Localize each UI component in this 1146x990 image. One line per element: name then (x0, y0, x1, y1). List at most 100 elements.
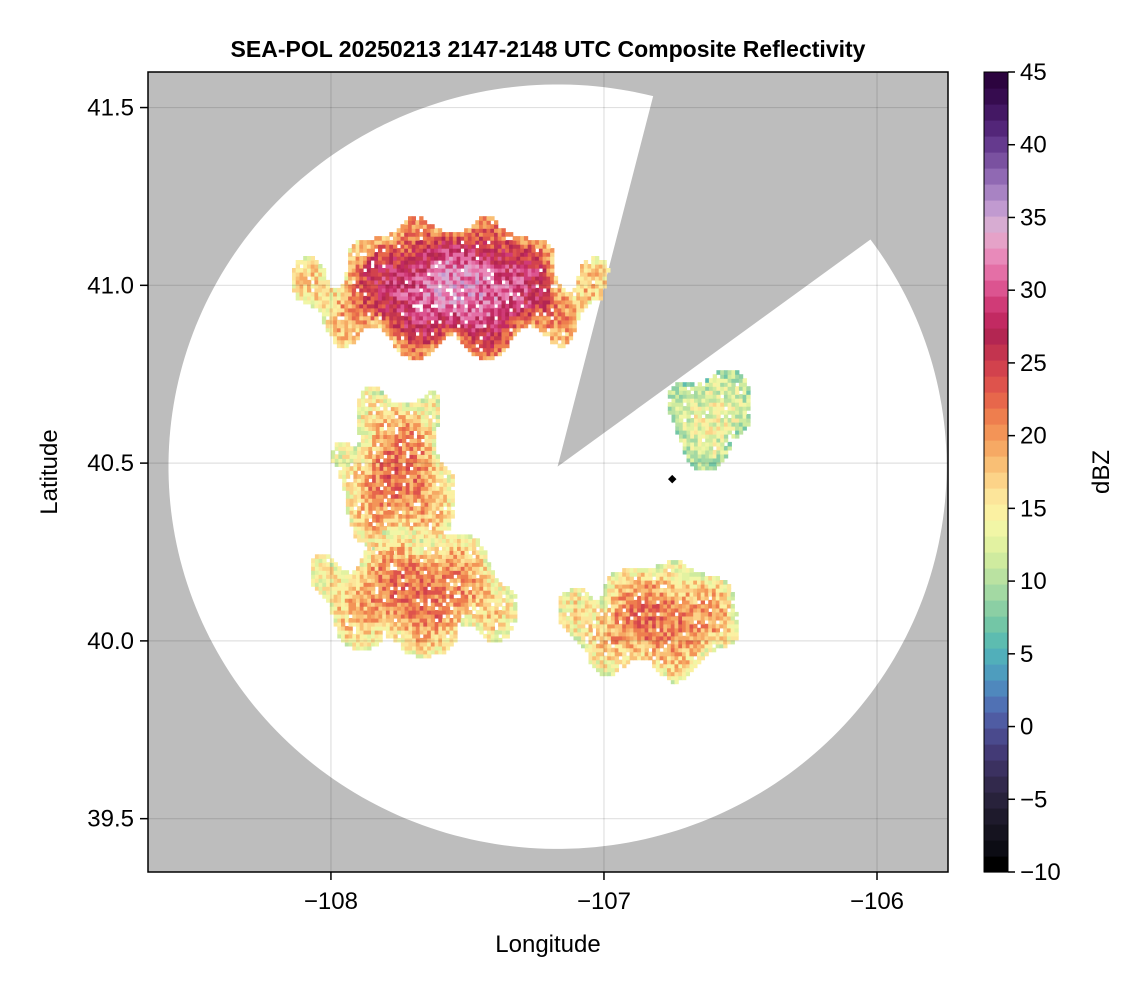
echo-cell (434, 594, 439, 599)
echo-cell (456, 295, 461, 301)
echo-cell (479, 287, 484, 293)
echo-cell (490, 319, 495, 325)
echo-cell (378, 323, 383, 329)
echo-cell (700, 607, 705, 613)
echo-cell (374, 582, 379, 587)
echo-cell (689, 631, 694, 637)
echo-cell (340, 335, 345, 341)
echo-cell (689, 659, 694, 665)
echo-cell (412, 590, 417, 595)
echo-cell (720, 457, 725, 463)
echo-cell (352, 574, 357, 579)
echo-cell (355, 256, 360, 261)
echo-cell (381, 327, 387, 333)
echo-cell (449, 538, 454, 543)
echo-cell (363, 240, 368, 245)
echo-cell (303, 260, 308, 265)
echo-cell (417, 514, 422, 519)
echo-cell (472, 562, 477, 567)
echo-cell (295, 268, 300, 273)
echo-cell (569, 595, 575, 601)
echo-cell (426, 287, 431, 293)
echo-cell (497, 315, 502, 321)
echo-cell (561, 295, 566, 301)
echo-cell (340, 323, 345, 329)
echo-cell (333, 315, 338, 321)
echo-cell (486, 626, 492, 631)
echo-cell (389, 303, 394, 309)
echo-cell (486, 311, 491, 317)
echo-cell (648, 572, 653, 577)
echo-cell (479, 602, 484, 607)
echo-cell (364, 434, 369, 439)
echo-cell (445, 570, 451, 575)
echo-cell (512, 240, 517, 245)
echo-cell (479, 598, 484, 603)
echo-cell (442, 562, 447, 567)
echo-cell (697, 572, 702, 577)
echo-cell (307, 295, 312, 301)
echo-cell (351, 315, 357, 321)
echo-cell (568, 319, 574, 325)
echo-cell (442, 546, 447, 551)
echo-cell (389, 594, 394, 599)
echo-cell (348, 291, 353, 297)
echo-cell (573, 631, 578, 637)
echo-cell (568, 323, 574, 329)
echo-cell (446, 482, 452, 487)
echo-cell (505, 275, 510, 281)
echo-cell (682, 445, 687, 451)
echo-cell (299, 272, 304, 277)
echo-cell (404, 610, 409, 615)
echo-cell (569, 627, 575, 633)
echo-cell (398, 478, 403, 483)
echo-cell (497, 252, 502, 257)
echo-cell (439, 514, 444, 519)
echo-cell (723, 430, 729, 435)
echo-cell (648, 627, 653, 633)
echo-cell (512, 287, 517, 293)
echo-cell (364, 526, 369, 531)
echo-cell (385, 307, 390, 313)
echo-cell (460, 260, 465, 265)
echo-cell (715, 595, 720, 601)
echo-cell (422, 279, 428, 285)
echo-cell (366, 244, 372, 249)
echo-cell (408, 279, 413, 285)
echo-cell (449, 264, 454, 269)
echo-cell (622, 576, 627, 581)
echo-cell (527, 315, 532, 321)
echo-cell (577, 607, 582, 613)
echo-cell (379, 410, 384, 416)
echo-cell (420, 446, 425, 451)
echo-cell (538, 291, 544, 297)
echo-cell (584, 615, 590, 621)
echo-cell (659, 568, 664, 573)
echo-cell (550, 272, 555, 277)
echo-cell (352, 614, 357, 619)
echo-cell (408, 542, 413, 547)
echo-cell (394, 438, 399, 443)
echo-cell (704, 635, 709, 641)
echo-cell (419, 554, 424, 559)
echo-cell (482, 220, 488, 225)
echo-cell (553, 319, 559, 325)
echo-cell (719, 580, 724, 585)
echo-cell (355, 319, 360, 325)
echo-cell (336, 335, 342, 341)
echo-cell (415, 256, 420, 261)
echo-cell (531, 299, 536, 305)
echo-cell (434, 331, 439, 337)
echo-cell (415, 570, 421, 575)
echo-cell (409, 418, 414, 424)
echo-cell (437, 311, 443, 317)
echo-cell (678, 592, 683, 597)
echo-cell (393, 598, 398, 603)
echo-cell (622, 635, 627, 641)
echo-cell (679, 430, 684, 435)
echo-cell (382, 618, 387, 623)
echo-cell (400, 315, 405, 321)
echo-cell (482, 355, 488, 361)
echo-cell (366, 272, 372, 277)
echo-cell (592, 639, 597, 645)
